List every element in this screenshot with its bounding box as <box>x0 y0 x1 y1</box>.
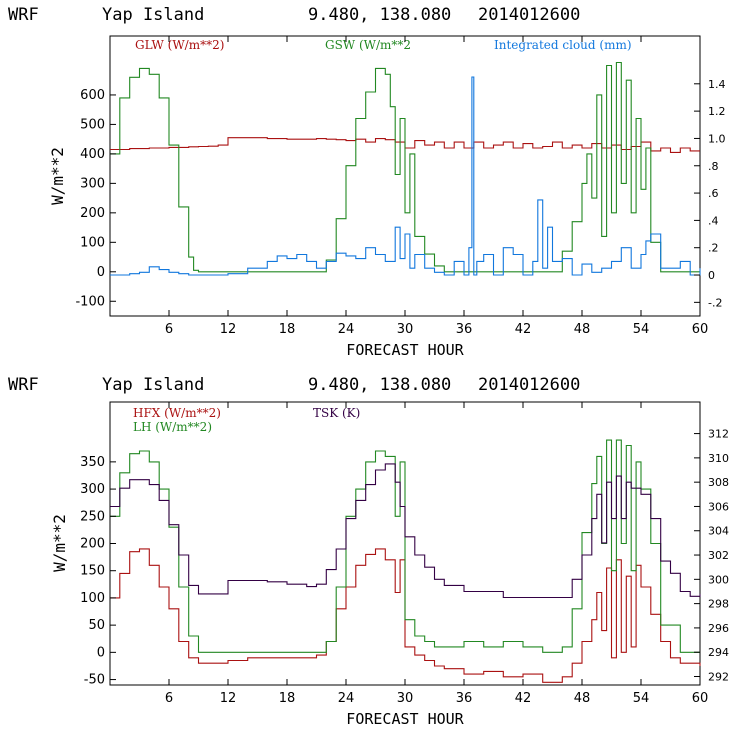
y-tick-label: -100 <box>75 294 105 309</box>
y2-tick-label: 302 <box>708 549 729 562</box>
y2-tick-label: 306 <box>708 500 729 513</box>
top-legend-glw: GLW (W/m**2) <box>135 38 224 52</box>
y2-tick-label: .8 <box>708 160 719 173</box>
bottom-y-axis-title: W/m**2 <box>50 514 69 572</box>
y2-tick-label: 310 <box>708 452 729 465</box>
y-tick-label: 600 <box>80 88 105 103</box>
y2-tick-label: 300 <box>708 573 729 586</box>
x-tick-label: 60 <box>692 691 709 706</box>
y2-tick-label: 1.4 <box>708 78 726 91</box>
top-y-axis: -100 0 100 200 300 400 500 600 <box>75 88 116 309</box>
y2-tick-label: -.2 <box>708 296 722 309</box>
y2-tick-label: .2 <box>708 242 719 255</box>
top-y-axis-title: W/m**2 <box>48 147 67 205</box>
series-line-gsw <box>110 61 700 273</box>
x-tick-label: 36 <box>456 691 473 706</box>
y-tick-label: 250 <box>80 509 105 524</box>
y2-tick-label: 296 <box>708 622 729 635</box>
x-tick-label: 42 <box>515 322 532 337</box>
y-tick-label: 50 <box>88 618 105 633</box>
x-tick-label: 48 <box>574 322 591 337</box>
y-tick-label: 500 <box>80 117 105 132</box>
bottom-legend-hfx: HFX (W/m**2) <box>133 406 221 420</box>
top-legend-cloud: Integrated cloud (mm) <box>494 38 632 52</box>
x-tick-label: 54 <box>633 691 650 706</box>
x-tick-label: 60 <box>692 322 709 337</box>
x-tick-label: 24 <box>338 691 355 706</box>
y-tick-label: -50 <box>84 673 105 688</box>
top-header-date: 2014012600 <box>478 5 580 25</box>
bottom-y-axis: -50 0 50 100 150 200 250 300 350 <box>80 455 116 688</box>
y2-tick-label: 304 <box>708 525 729 538</box>
top-header-location: Yap Island <box>102 5 204 25</box>
y2-tick-label: .6 <box>708 187 719 200</box>
series-line-tsk <box>110 463 701 599</box>
top-header-model: WRF <box>8 5 39 25</box>
top-y2-axis: -.2 0 .2 .4 .6 .8 1.0 1.2 1.4 <box>694 78 726 309</box>
bottom-chart: WRF Yap Island 9.480, 138.080 2014012600… <box>8 375 729 728</box>
bottom-legend-lh: LH (W/m**2) <box>133 420 212 434</box>
bottom-header-model: WRF <box>8 375 39 395</box>
y-tick-label: 300 <box>80 176 105 191</box>
bottom-x-axis: 6 12 18 24 30 36 42 48 54 60 <box>165 402 708 706</box>
top-x-axis: 6 12 18 24 30 36 42 48 54 60 <box>165 36 708 337</box>
bottom-header-date: 2014012600 <box>478 375 580 395</box>
y-tick-label: 200 <box>80 206 105 221</box>
y-tick-label: 0 <box>97 645 105 660</box>
x-tick-label: 54 <box>633 322 650 337</box>
bottom-header-location: Yap Island <box>102 375 204 395</box>
y2-tick-label: 298 <box>708 598 729 611</box>
x-tick-label: 6 <box>165 322 173 337</box>
y2-tick-label: 294 <box>708 646 729 659</box>
series-line-cloud <box>110 76 701 276</box>
series-line-hfx <box>110 548 701 683</box>
x-tick-label: 18 <box>279 322 296 337</box>
top-legend-gsw: GSW (W/m**2 <box>325 38 411 52</box>
x-tick-label: 36 <box>456 322 473 337</box>
x-tick-label: 42 <box>515 691 532 706</box>
y-tick-label: 0 <box>97 265 105 280</box>
bottom-y2-axis: 292 294 296 298 300 302 304 306 308 310 312 <box>694 428 729 683</box>
x-tick-label: 18 <box>279 691 296 706</box>
x-tick-label: 12 <box>220 322 237 337</box>
bottom-legend-tsk: TSK (K) <box>313 406 360 420</box>
x-tick-label: 24 <box>338 322 355 337</box>
y2-tick-label: 292 <box>708 670 729 683</box>
y-tick-label: 200 <box>80 537 105 552</box>
y2-tick-label: 1.2 <box>708 105 726 118</box>
y-tick-label: 300 <box>80 482 105 497</box>
y2-tick-label: 308 <box>708 476 729 489</box>
y-tick-label: 400 <box>80 147 105 162</box>
y2-tick-label: 312 <box>708 428 729 441</box>
x-tick-label: 6 <box>165 691 173 706</box>
y2-tick-label: .4 <box>708 214 719 227</box>
bottom-series-group <box>110 439 701 683</box>
top-series-group <box>110 61 701 276</box>
x-tick-label: 30 <box>397 691 414 706</box>
y-tick-label: 350 <box>80 455 105 470</box>
y-tick-label: 150 <box>80 564 105 579</box>
y-tick-label: 100 <box>80 235 105 250</box>
bottom-x-axis-title: FORECAST HOUR <box>346 710 464 728</box>
top-chart: WRF Yap Island 9.480, 138.080 2014012600… <box>8 5 726 359</box>
x-tick-label: 48 <box>574 691 591 706</box>
y2-tick-label: 1.0 <box>708 132 726 145</box>
top-header-coords: 9.480, 138.080 <box>308 5 451 25</box>
x-tick-label: 30 <box>397 322 414 337</box>
series-line-lh <box>110 439 700 653</box>
top-x-axis-title: FORECAST HOUR <box>346 341 464 359</box>
x-tick-label: 12 <box>220 691 237 706</box>
y-tick-label: 100 <box>80 591 105 606</box>
bottom-header-coords: 9.480, 138.080 <box>308 375 451 395</box>
y2-tick-label: 0 <box>708 269 715 282</box>
series-line-glw <box>110 137 700 153</box>
